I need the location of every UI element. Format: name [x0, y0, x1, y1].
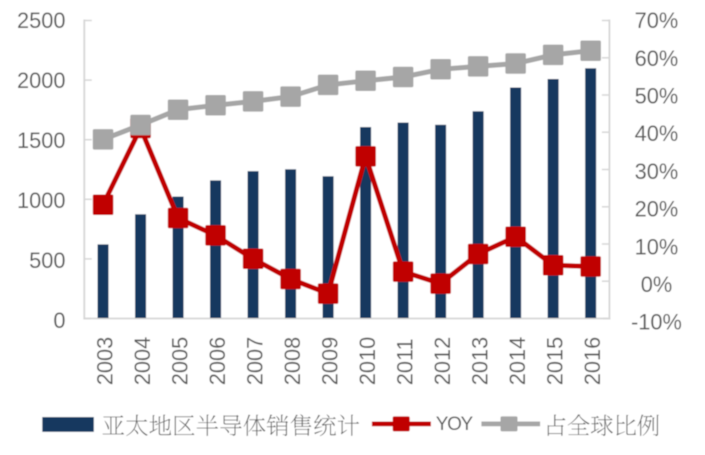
svg-text:2015: 2015 — [542, 337, 567, 386]
svg-text:2016: 2016 — [580, 337, 605, 386]
svg-text:2003: 2003 — [92, 337, 117, 386]
svg-text:2012: 2012 — [430, 337, 455, 386]
svg-text:30%: 30% — [635, 159, 679, 184]
svg-text:2006: 2006 — [205, 337, 230, 386]
svg-text:2007: 2007 — [242, 337, 267, 386]
svg-text:2010: 2010 — [355, 337, 380, 386]
svg-text:YOY: YOY — [436, 414, 474, 435]
svg-text:2011: 2011 — [392, 338, 417, 385]
svg-text:2500: 2500 — [17, 8, 66, 33]
svg-text:2008: 2008 — [280, 337, 305, 386]
svg-text:2000: 2000 — [17, 68, 66, 93]
svg-text:1000: 1000 — [17, 188, 66, 213]
svg-text:500: 500 — [29, 248, 65, 273]
svg-text:40%: 40% — [635, 121, 679, 146]
svg-text:2014: 2014 — [505, 337, 530, 386]
svg-text:50%: 50% — [635, 84, 679, 109]
svg-text:0%: 0% — [641, 272, 673, 297]
svg-text:2013: 2013 — [467, 337, 492, 386]
svg-text:2009: 2009 — [317, 337, 342, 386]
svg-text:60%: 60% — [635, 46, 679, 71]
svg-text:70%: 70% — [635, 8, 679, 33]
svg-text:2005: 2005 — [167, 337, 192, 386]
svg-text:-10%: -10% — [631, 310, 682, 335]
svg-text:1500: 1500 — [17, 128, 66, 153]
svg-text:0: 0 — [53, 308, 65, 333]
svg-text:10%: 10% — [635, 234, 679, 259]
svg-text:2004: 2004 — [130, 337, 155, 386]
svg-text:20%: 20% — [635, 197, 679, 222]
